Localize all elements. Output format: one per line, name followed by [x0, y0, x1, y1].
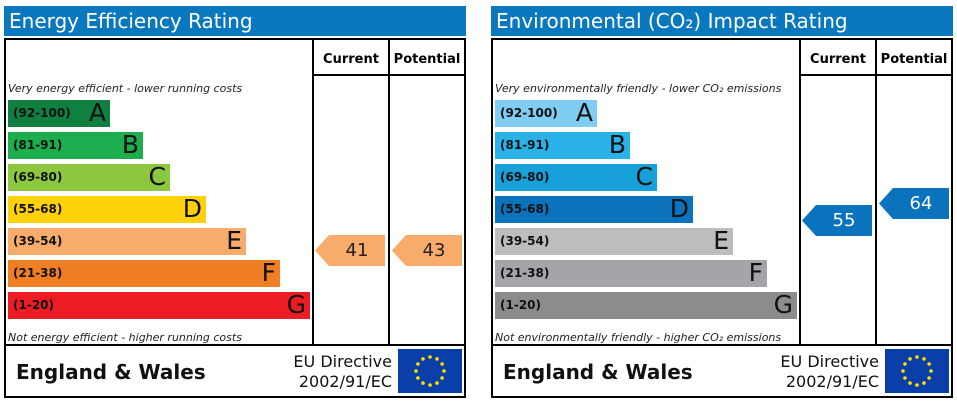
band-g: (1-20) G: [8, 290, 310, 319]
band-c: (69-80) C: [8, 162, 170, 191]
column-divider: [388, 40, 390, 346]
top-note: Very energy efficient - lower running co…: [8, 82, 243, 95]
band-letter: C: [148, 162, 166, 191]
band-range-label: (81-91): [500, 138, 550, 152]
band-range-label: (81-91): [13, 138, 63, 152]
band-a: (92-100) A: [8, 98, 110, 127]
footer-region: England & Wales: [503, 360, 693, 384]
band-b: (81-91) B: [8, 130, 143, 159]
band-f: (21-38) F: [495, 258, 767, 287]
band-range-label: (39-54): [13, 234, 63, 248]
band-range-label: (1-20): [500, 298, 541, 312]
band-range-label: (69-80): [13, 170, 63, 184]
eu-directive-line-2: 2002/91/EC: [298, 372, 392, 391]
footer-divider: [6, 344, 464, 346]
band-letter: E: [713, 226, 729, 255]
eu-directive-line-1: EU Directive: [293, 352, 392, 371]
band-letter: F: [748, 258, 763, 287]
band-e: (39-54) E: [495, 226, 733, 255]
header-divider: [312, 74, 464, 76]
band-f: (21-38) F: [8, 258, 280, 287]
bottom-note: Not environmentally friendly - higher CO…: [495, 331, 782, 344]
potential-rating-value: 64: [909, 193, 933, 214]
band-range-label: (55-68): [500, 202, 550, 216]
current-arrow-shape: [315, 235, 385, 266]
header-divider: [799, 74, 951, 76]
potential-arrow-shape: [392, 235, 462, 266]
band-letter: G: [773, 290, 793, 319]
footer-region: England & Wales: [16, 360, 206, 384]
band-letter: D: [669, 194, 689, 223]
column-divider: [799, 40, 801, 346]
band-range-label: (55-68): [13, 202, 63, 216]
environmental-impact-panel: Environmental (CO₂) Impact Rating Curren…: [491, 6, 953, 400]
current-rating-arrow: 41: [315, 235, 385, 266]
band-letter: A: [575, 98, 593, 127]
band-letter: G: [286, 290, 306, 319]
band-letter: F: [261, 258, 276, 287]
band-letter: E: [226, 226, 242, 255]
band-a: (92-100) A: [495, 98, 597, 127]
band-range-label: (21-38): [500, 266, 550, 280]
band-c: (69-80) C: [495, 162, 657, 191]
footer-divider: [493, 344, 951, 346]
current-column-header: Current: [810, 52, 866, 67]
rating-table: Current Potential Very energy efficient …: [4, 38, 466, 398]
potential-rating-value: 43: [422, 240, 446, 261]
band-range-label: (92-100): [500, 106, 558, 120]
potential-rating-arrow: 43: [392, 235, 462, 266]
current-arrow-shape: [802, 205, 872, 236]
band-letter: C: [635, 162, 653, 191]
current-rating-arrow: 55: [802, 205, 872, 236]
eu-directive: EU Directive 2002/91/EC: [293, 352, 392, 392]
potential-arrow-shape: [879, 188, 949, 219]
band-range-label: (39-54): [500, 234, 550, 248]
column-divider: [875, 40, 877, 346]
band-range-label: (92-100): [13, 106, 71, 120]
band-letter: B: [121, 130, 139, 159]
band-range-label: (69-80): [500, 170, 550, 184]
panel-title: Environmental (CO₂) Impact Rating: [491, 6, 953, 36]
band-d: (55-68) D: [495, 194, 693, 223]
current-column-header: Current: [323, 52, 379, 67]
band-range-label: (1-20): [13, 298, 54, 312]
band-b: (81-91) B: [495, 130, 630, 159]
rating-table: Current Potential Very environmentally f…: [491, 38, 953, 398]
potential-column-header: Potential: [880, 52, 948, 67]
energy-efficiency-panel: Energy Efficiency Rating Current Potenti…: [4, 6, 466, 400]
eu-directive-line-2: 2002/91/EC: [785, 372, 879, 391]
current-rating-value: 41: [345, 240, 369, 261]
potential-rating-arrow: 64: [879, 188, 949, 219]
potential-column-header: Potential: [393, 52, 461, 67]
band-d: (55-68) D: [8, 194, 206, 223]
band-letter: D: [182, 194, 202, 223]
band-range-label: (21-38): [13, 266, 63, 280]
eu-flag-icon: [398, 349, 462, 393]
band-e: (39-54) E: [8, 226, 246, 255]
band-g: (1-20) G: [495, 290, 797, 319]
bottom-note: Not energy efficient - higher running co…: [8, 331, 242, 344]
band-letter: B: [608, 130, 626, 159]
column-divider: [312, 40, 314, 346]
eu-directive: EU Directive 2002/91/EC: [780, 352, 879, 392]
top-note: Very environmentally friendly - lower CO…: [495, 82, 782, 95]
eu-directive-line-1: EU Directive: [780, 352, 879, 371]
panel-title: Energy Efficiency Rating: [4, 6, 466, 36]
band-letter: A: [88, 98, 106, 127]
current-rating-value: 55: [832, 210, 856, 231]
eu-flag-icon: [885, 349, 949, 393]
